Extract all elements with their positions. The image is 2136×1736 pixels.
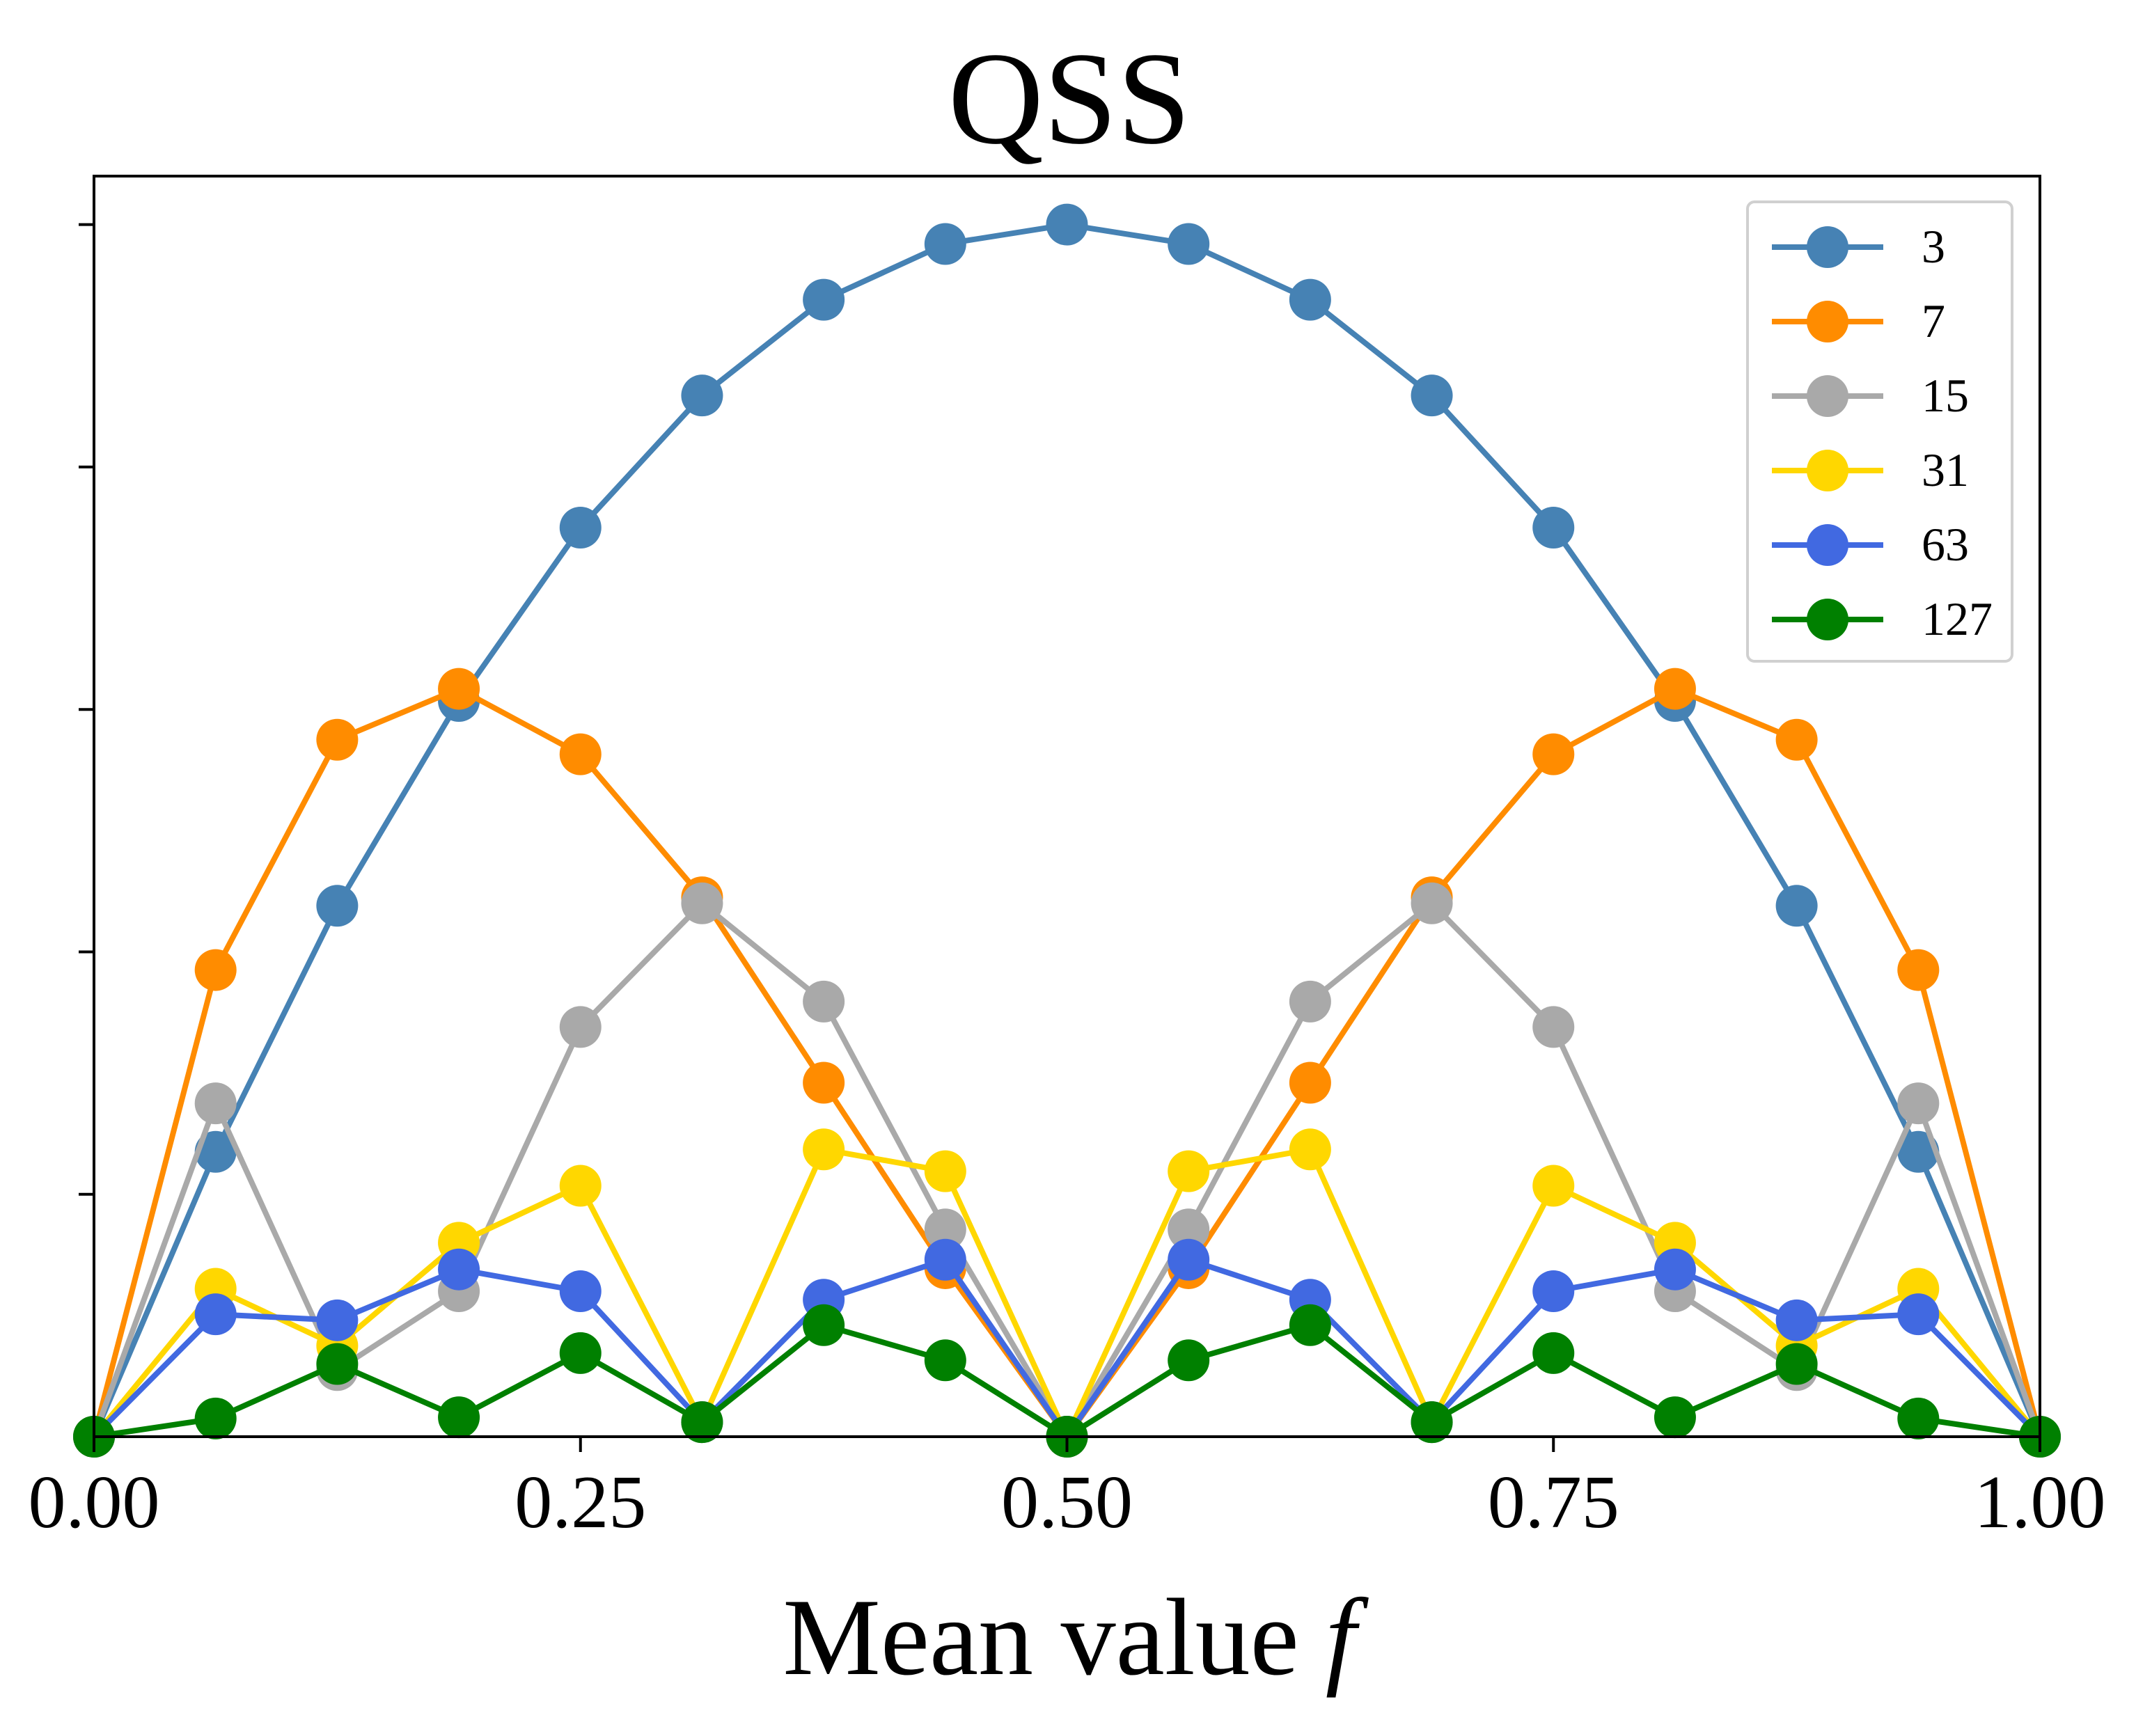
series-15-point [803,980,845,1023]
series-7-point [803,1062,845,1104]
legend-swatch-marker [1807,450,1848,491]
legend-item: 63 [1772,518,1969,571]
series-7-point [1897,949,1940,991]
series-7-point [1775,718,1818,761]
x-axis-label: Mean value f [783,1577,1369,1698]
series-3-point [1897,1130,1940,1173]
x-axis-label-text: Mean value [783,1577,1298,1698]
series-3-point [924,223,966,265]
series-127-point [1411,1401,1453,1444]
series-63-point [1532,1270,1575,1313]
legend-swatch-marker [1807,301,1848,342]
series-127-point [803,1304,845,1346]
series-127-point [438,1396,480,1439]
series-63-point [924,1238,966,1281]
series-63-point [1775,1299,1818,1341]
series-15-point [1289,980,1331,1023]
series-63-point [1168,1238,1210,1281]
series-15-point [559,1006,602,1048]
legend-label: 7 [1922,294,1945,347]
series-31-point [1289,1128,1331,1171]
chart-title: QSS [948,26,1191,172]
series-3-point [316,885,359,927]
series-127-point [316,1343,359,1385]
x-tick-label: 0.50 [1001,1461,1133,1544]
series-63-point [559,1270,602,1313]
legend-label: 15 [1922,369,1969,422]
x-tick-label: 1.00 [1974,1461,2106,1544]
series-127-point [194,1397,237,1439]
legend-items: 3 7 15 31 63 127 [1772,220,1993,645]
series-127-point [1168,1339,1210,1382]
series-31-point [924,1150,966,1192]
legend-swatch-marker [1807,226,1848,268]
series-3-point [1411,374,1453,417]
series-layer [73,203,2061,1458]
series-7-point [1532,733,1575,775]
y-axis-ticks [79,223,94,1196]
series-127-point [924,1339,966,1382]
legend-label: 127 [1922,592,1993,645]
x-tick-label: 0.25 [515,1461,646,1544]
legend-swatch-marker [1807,524,1848,566]
series-63-point [438,1248,480,1291]
series-3-point [194,1130,237,1173]
series-7-point [316,718,359,761]
legend-label: 31 [1922,443,1969,496]
legend-item: 7 [1772,294,1945,347]
x-tick-label: 0.00 [29,1461,160,1544]
series-7-point [1654,668,1696,710]
series-7-point [438,668,480,710]
series-63-point [194,1293,237,1336]
series-31-point [1532,1165,1575,1207]
legend-label: 63 [1922,518,1969,571]
series-127-point [559,1332,602,1374]
series-3-point [1289,278,1331,321]
legend-item: 3 [1772,220,1945,273]
legend-swatch-marker [1807,599,1848,640]
series-63-point [1897,1293,1940,1336]
x-axis-ticks: 0.00 0.25 0.50 0.75 1.00 [29,1437,2106,1544]
series-3-point [1532,506,1575,549]
series-3-point [681,374,723,417]
series-127-point [1897,1397,1940,1439]
legend: 3 7 15 31 63 127 [1746,200,2013,663]
series-7-point [559,733,602,775]
series-31-point [559,1165,602,1207]
series-127-point [681,1401,723,1444]
series-31-point [803,1128,845,1171]
series-63-point [1654,1248,1696,1291]
series-63-point [316,1299,359,1341]
series-15-point [1532,1006,1575,1048]
series-7-point [1289,1062,1331,1104]
legend-item: 127 [1772,592,1993,645]
series-7-point [194,949,237,991]
series-15-point [194,1082,237,1125]
series-3-point [559,506,602,549]
series-3-point [1775,885,1818,927]
series-127-point [1775,1343,1818,1385]
series-127-point [1654,1396,1696,1439]
series-3-point [1168,223,1210,265]
series-127-point [1289,1304,1331,1346]
series-127-point [1532,1332,1575,1374]
series-31-point [1168,1150,1210,1192]
legend-item: 15 [1772,369,1969,422]
series-3-point [1046,203,1088,246]
series-15-point [1411,882,1453,924]
legend-label: 3 [1922,220,1945,273]
series-15-point [1168,1208,1210,1251]
series-3-point [803,278,845,321]
series-15-point [924,1208,966,1251]
series-15-point [1897,1082,1940,1125]
legend-swatch-marker [1807,375,1848,417]
legend-item: 31 [1772,443,1969,496]
series-15-point [681,882,723,924]
x-tick-label: 0.75 [1488,1461,1619,1544]
